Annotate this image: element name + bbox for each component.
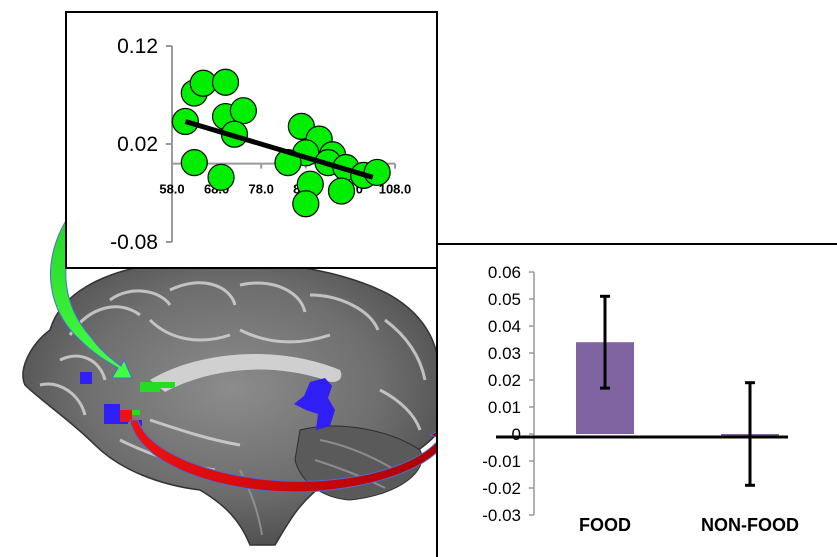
bar-y-tick-label: 0.03 bbox=[488, 344, 521, 363]
bar-y-tick-label: 0 bbox=[512, 425, 521, 444]
scatter-point bbox=[229, 97, 257, 125]
scatter-point bbox=[363, 158, 391, 187]
bar-category-labels: FOOD NON-FOOD bbox=[579, 515, 799, 535]
scatter-trendline bbox=[184, 119, 374, 180]
bar-y-tick-label: -0.03 bbox=[482, 506, 521, 525]
scatter-y-tick-label: -0.08 bbox=[110, 231, 158, 254]
bar-y-tick-label: 0.06 bbox=[488, 263, 521, 282]
scatter-y-tick-label: 0.02 bbox=[117, 133, 158, 156]
brain-mri-image bbox=[22, 259, 441, 546]
activation-red bbox=[120, 410, 132, 422]
bar-y-tick-label: 0.02 bbox=[488, 371, 521, 390]
bar-panel: 0.06 0.05 0.04 0.03 0.02 0.01 0 -0.01 -0.02 -0.03… bbox=[436, 243, 837, 557]
activation-blue-posterior bbox=[294, 378, 335, 430]
bar-category-label: FOOD bbox=[579, 515, 631, 535]
bar-axes bbox=[529, 271, 535, 516]
scatter-point bbox=[292, 190, 320, 218]
activation-clusters bbox=[80, 372, 335, 430]
scatter-x-tick-label: 78.0 bbox=[249, 182, 274, 197]
scatter-x-tick-label: 108.0 bbox=[379, 182, 412, 197]
scatter-points bbox=[171, 68, 391, 218]
bar-y-tick-label: 0.01 bbox=[488, 398, 521, 417]
scatter-point bbox=[211, 68, 240, 96]
scatter-point bbox=[327, 177, 356, 205]
bar-category-label: NON-FOOD bbox=[701, 515, 799, 535]
bar-y-tick-label: 0.05 bbox=[488, 290, 521, 309]
scatter-point bbox=[180, 149, 208, 177]
activation-green-insula bbox=[140, 382, 175, 392]
scatter-x-tick-label: 58.0 bbox=[159, 182, 184, 197]
bar-tick-labels: 0.06 0.05 0.04 0.03 0.02 0.01 0 -0.01 -0.02 -0.03 bbox=[482, 263, 521, 525]
bar-y-tick-label: -0.01 bbox=[482, 452, 521, 471]
bar-y-tick-label: -0.02 bbox=[482, 479, 521, 498]
scatter-point bbox=[171, 107, 199, 136]
scatter-point bbox=[207, 163, 235, 191]
bar-y-tick-label: 0.04 bbox=[488, 317, 521, 336]
activation-blue-frontal bbox=[80, 372, 92, 384]
error-bars bbox=[600, 294, 755, 487]
bar-frame bbox=[436, 243, 837, 557]
scatter-y-tick-label: 0.12 bbox=[117, 35, 158, 58]
